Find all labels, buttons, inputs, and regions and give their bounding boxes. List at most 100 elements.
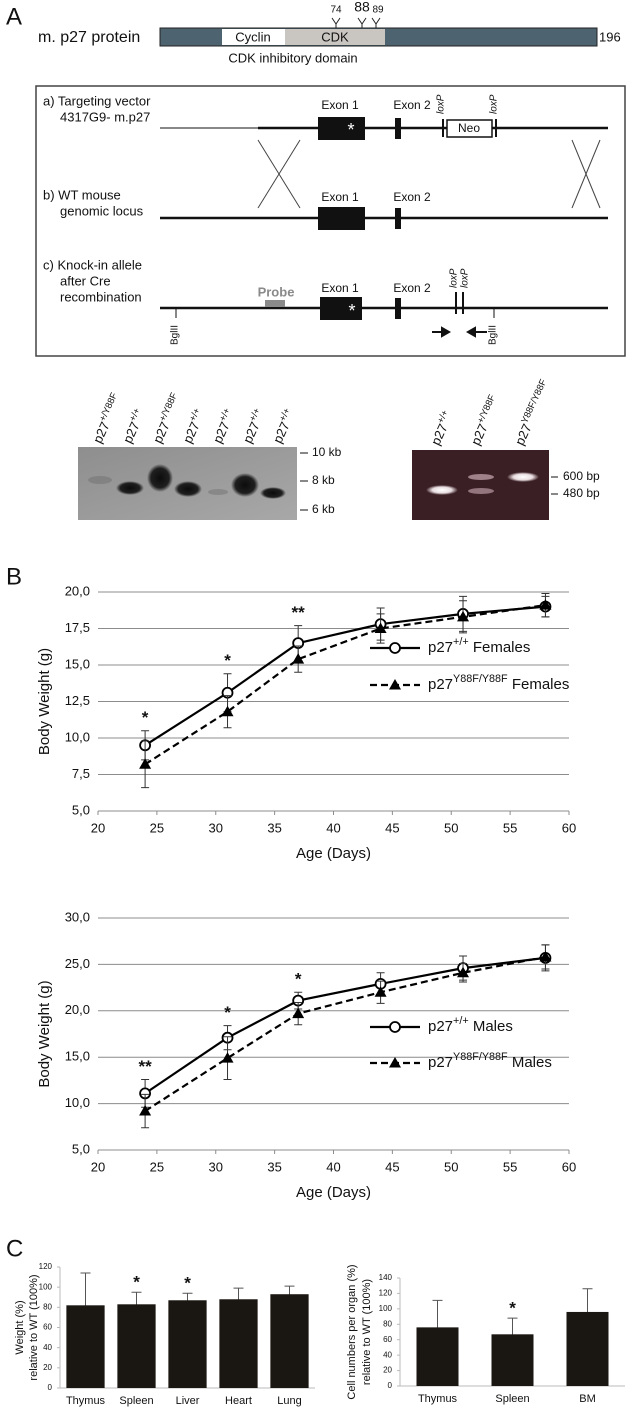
y-tick-label: 60 xyxy=(383,1335,392,1344)
y-tick-label: 10,0 xyxy=(65,729,90,744)
significance: * xyxy=(184,1274,191,1293)
lane-label: p27+/+ xyxy=(117,405,149,445)
legend-label: p27+/+ Females xyxy=(428,636,530,656)
lane-label: p27+/+ xyxy=(177,405,209,445)
southern-bands xyxy=(88,464,286,499)
x-tick-label: 45 xyxy=(385,1159,399,1174)
x-tick-label: 25 xyxy=(150,1159,164,1174)
y-tick-label: 40 xyxy=(43,1343,52,1352)
x-tick-label: 20 xyxy=(91,1159,105,1174)
x-axis-label: Age (Days) xyxy=(296,1184,371,1201)
panel-label: C xyxy=(6,1235,23,1262)
y-tick-label: 7,5 xyxy=(72,766,90,781)
y-tick-label: 100 xyxy=(39,1282,53,1291)
site-label: BglII xyxy=(170,325,181,345)
series-line xyxy=(144,605,546,747)
y-axis-label: Body Weight (g) xyxy=(36,648,53,755)
marker xyxy=(389,642,401,654)
y-axis-label: Body Weight (g) xyxy=(36,980,53,1087)
x-tick-label: 50 xyxy=(444,1159,458,1174)
row-label: recombination xyxy=(60,289,142,304)
x-tick-label: 35 xyxy=(267,1159,281,1174)
neo-box xyxy=(446,119,493,138)
marker xyxy=(139,758,152,769)
asterisk: * xyxy=(347,120,354,140)
marker xyxy=(139,1105,152,1116)
marker-label: 600 bp xyxy=(563,469,600,483)
exon-label: Exon 2 xyxy=(393,281,431,295)
y-tick-label: 12,5 xyxy=(65,693,90,708)
y-tick-label: 80 xyxy=(383,1319,392,1328)
domain-caption: CDK inhibitory domain xyxy=(228,50,357,65)
marker xyxy=(539,950,552,962)
bar xyxy=(566,1311,609,1386)
y-tick-label: 20 xyxy=(43,1363,52,1372)
x-tick-label: 20 xyxy=(91,820,105,835)
exon xyxy=(318,117,365,140)
x-axis-label: Age (Days) xyxy=(296,845,371,862)
significance: * xyxy=(224,651,231,670)
y-tick-label: 140 xyxy=(379,1273,393,1282)
pcr-gel xyxy=(412,450,549,520)
marker xyxy=(389,679,401,690)
x-tick-label: 30 xyxy=(209,820,223,835)
lane-label: p27+/+ xyxy=(207,405,239,445)
y-tick-label: 0 xyxy=(48,1383,53,1392)
significance: * xyxy=(295,970,302,989)
row-label: genomic locus xyxy=(60,203,144,218)
y-tick-label: 40 xyxy=(383,1350,392,1359)
legend-label: p27Y88F/Y88F Females xyxy=(428,673,569,693)
site-label: BglII xyxy=(488,325,499,345)
bar xyxy=(416,1327,459,1386)
exon xyxy=(318,207,365,230)
marker xyxy=(292,653,305,664)
significance: * xyxy=(133,1273,140,1292)
exon-label: Exon 1 xyxy=(321,98,359,112)
x-tick-label: Thymus xyxy=(418,1393,458,1405)
protein-length: 196 xyxy=(599,29,621,44)
x-tick-label: Lung xyxy=(277,1395,301,1407)
site-label: 89 xyxy=(372,5,384,16)
marker xyxy=(457,966,470,978)
exon xyxy=(395,298,401,319)
exon-label: Exon 1 xyxy=(321,190,359,204)
x-tick-label: 55 xyxy=(503,1159,517,1174)
loxp-label: loxP xyxy=(436,94,447,114)
exon-label: Exon 2 xyxy=(393,190,431,204)
probe xyxy=(265,300,285,307)
bar xyxy=(219,1299,258,1388)
legend-label: p27Y88F/Y88F Males xyxy=(428,1051,552,1071)
exon-label: Exon 2 xyxy=(393,98,431,112)
exon xyxy=(395,208,401,229)
site-marks xyxy=(331,17,381,28)
y-tick-label: 5,0 xyxy=(72,802,90,817)
x-tick-label: BM xyxy=(579,1393,596,1405)
row-label: 4317G9- m.p27 xyxy=(60,109,150,124)
neo-label: Neo xyxy=(458,121,480,135)
marker xyxy=(389,1021,401,1033)
exon xyxy=(320,297,362,320)
row-label: c) Knock-in allele xyxy=(43,257,142,272)
x-tick-label: 30 xyxy=(209,1159,223,1174)
y-tick-label: 5,0 xyxy=(72,1141,90,1156)
row-label: b) WT mouse xyxy=(43,187,121,202)
marker xyxy=(389,1057,401,1068)
x-tick-label: 60 xyxy=(562,820,576,835)
significance: * xyxy=(224,1003,231,1022)
row-label: a) Targeting vector xyxy=(43,93,151,108)
y-tick-label: 10,0 xyxy=(65,1095,90,1110)
loxp-label: loxP xyxy=(449,268,460,288)
y-axis-label: Weight (%) xyxy=(14,1300,26,1354)
cdk-domain xyxy=(285,29,385,45)
significance: ** xyxy=(138,1057,152,1076)
bar xyxy=(270,1294,309,1388)
pcr-bands xyxy=(426,472,539,495)
protein-label: m. p27 protein xyxy=(38,29,140,46)
domain-label: Cyclin xyxy=(235,29,270,44)
legend-label: p27+/+ Males xyxy=(428,1015,513,1035)
x-tick-label: 60 xyxy=(562,1159,576,1174)
significance: * xyxy=(142,708,149,727)
domain-label: CDK xyxy=(321,29,349,44)
asterisk: * xyxy=(348,301,355,321)
